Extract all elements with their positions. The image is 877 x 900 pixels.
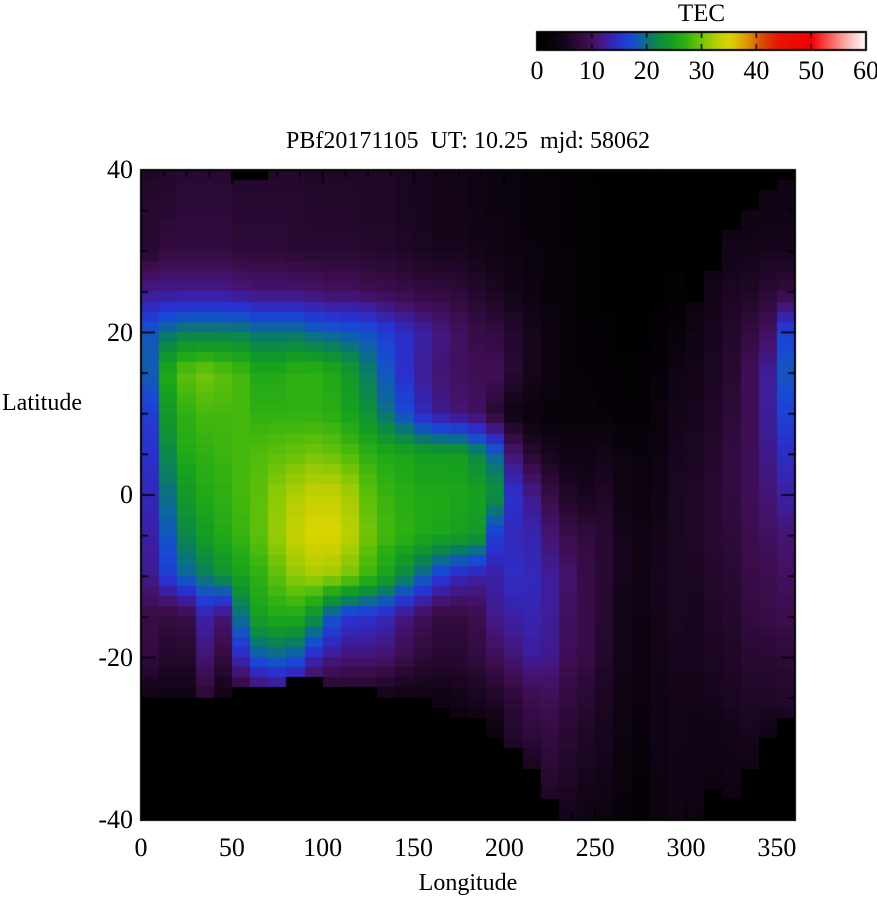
colorbar-tick-label: 0 bbox=[530, 56, 544, 85]
colorbar-tick-label: 10 bbox=[578, 56, 605, 85]
colorbar-tick-label: 20 bbox=[633, 56, 660, 85]
x-axis-tick-label: 250 bbox=[575, 833, 615, 862]
x-axis-tick-label: 350 bbox=[757, 833, 797, 862]
x-axis-tick-label: 300 bbox=[666, 833, 706, 862]
y-axis-tick-label: 40 bbox=[107, 155, 133, 184]
plot-title: PBf20171105 UT: 10.25 mjd: 58062 bbox=[286, 128, 650, 154]
y-axis-tick-label: -20 bbox=[98, 642, 133, 672]
x-axis-label: Longitude bbox=[418, 870, 518, 896]
x-axis-tick-label: 0 bbox=[134, 833, 148, 862]
x-axis-tick-label: 100 bbox=[303, 833, 343, 862]
colorbar-title: TEC bbox=[677, 0, 726, 27]
x-axis-tick-label: 50 bbox=[218, 833, 245, 862]
y-axis-tick-label: 0 bbox=[120, 480, 133, 509]
x-axis-tick-label: 200 bbox=[484, 833, 524, 862]
x-axis-tick-label: 150 bbox=[394, 833, 433, 862]
colorbar-tick-label: 60 bbox=[853, 56, 877, 85]
colorbar-tick-label: 50 bbox=[798, 56, 825, 85]
colorbar-tick-label: 40 bbox=[743, 56, 770, 85]
y-axis-tick-label: 20 bbox=[107, 317, 133, 347]
y-axis-label: Latitude bbox=[2, 390, 82, 416]
colorbar-tick-label: 30 bbox=[688, 56, 715, 85]
y-axis-tick-label: -40 bbox=[98, 805, 133, 834]
